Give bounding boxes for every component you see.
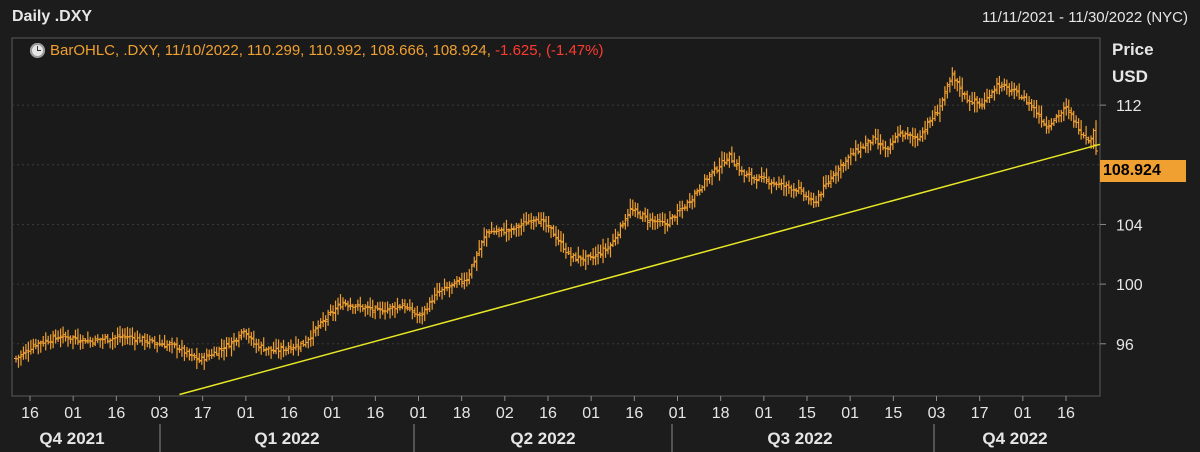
quarter-label: Q2 2022 bbox=[510, 429, 575, 448]
quarter-label: Q4 2021 bbox=[39, 429, 104, 448]
x-tick-label: 01 bbox=[64, 405, 82, 422]
x-tick-label: 16 bbox=[366, 405, 384, 422]
y-tick-label: 96 bbox=[1116, 337, 1134, 354]
chart-title: Daily .DXY bbox=[12, 8, 93, 25]
clock-icon[interactable] bbox=[30, 43, 45, 58]
y-tick-label: 104 bbox=[1116, 217, 1143, 234]
x-tick-label: 01 bbox=[237, 405, 255, 422]
x-tick-label: 18 bbox=[453, 405, 471, 422]
trendline bbox=[179, 143, 1101, 396]
x-tick-label: 03 bbox=[928, 405, 946, 422]
x-tick-label: 18 bbox=[712, 405, 730, 422]
x-tick-label: 01 bbox=[323, 405, 341, 422]
legend-change: -1.625, bbox=[495, 42, 542, 59]
x-tick-label: 15 bbox=[884, 405, 902, 422]
y-tick-label: 100 bbox=[1116, 277, 1143, 294]
y-axis-label-price: Price bbox=[1112, 40, 1154, 59]
x-tick-label: 01 bbox=[755, 405, 773, 422]
x-tick-label: 16 bbox=[1057, 405, 1075, 422]
x-tick-label: 02 bbox=[496, 405, 514, 422]
quarter-label: Q3 2022 bbox=[767, 429, 832, 448]
legend-change-pct: (-1.47%) bbox=[545, 42, 604, 59]
title-bar: Daily .DXY 11/11/2021 - 11/30/2022 (NYC) bbox=[0, 0, 1200, 36]
y-tick-label: 112 bbox=[1116, 98, 1142, 115]
x-tick-label: 15 bbox=[798, 405, 816, 422]
x-tick-label: 16 bbox=[107, 405, 125, 422]
x-tick-label: 16 bbox=[280, 405, 298, 422]
x-tick-label: 01 bbox=[582, 405, 600, 422]
x-tick-label: 01 bbox=[1014, 405, 1032, 422]
series-legend: BarOHLC, .DXY, 11/10/2022, 110.299, 110.… bbox=[28, 42, 603, 59]
x-tick-label: 17 bbox=[194, 405, 212, 422]
date-range: 11/11/2021 - 11/30/2022 (NYC) bbox=[982, 9, 1188, 26]
last-price-marker: 108.924 bbox=[1100, 160, 1186, 182]
x-tick-label: 16 bbox=[539, 405, 557, 422]
x-tick-label: 01 bbox=[410, 405, 428, 422]
x-tick-label: 16 bbox=[625, 405, 643, 422]
x-tick-label: 01 bbox=[841, 405, 859, 422]
x-tick-label: 01 bbox=[669, 405, 687, 422]
x-tick-label: 16 bbox=[21, 405, 39, 422]
plot-area bbox=[11, 37, 1101, 397]
x-tick-label: 17 bbox=[971, 405, 989, 422]
quarter-label: Q1 2022 bbox=[254, 429, 319, 448]
legend-ohlc-label: BarOHLC, .DXY, 11/10/2022, 110.299, 110.… bbox=[50, 42, 491, 59]
quarter-label: Q4 2022 bbox=[982, 429, 1047, 448]
x-tick-label: 03 bbox=[151, 405, 169, 422]
y-axis-label-currency: USD bbox=[1112, 67, 1148, 86]
